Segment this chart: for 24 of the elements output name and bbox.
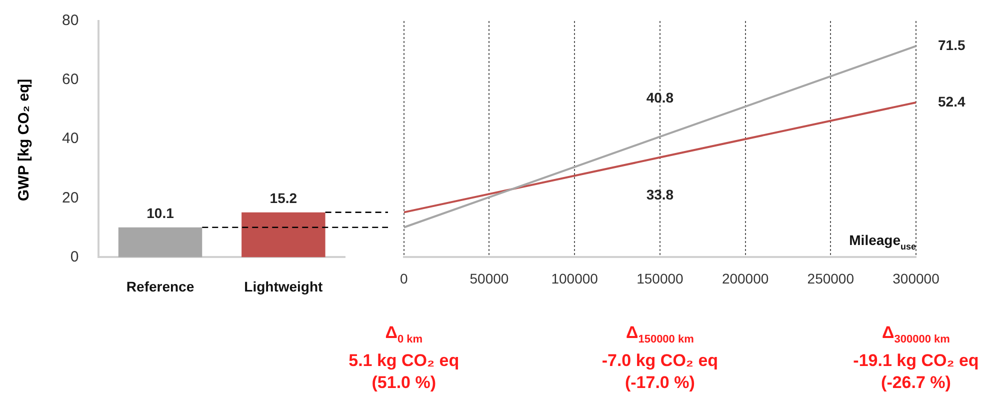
x-tick-label: 0 <box>400 270 408 286</box>
x-tick-label: Lightweight <box>244 278 324 294</box>
data-label: 15.2 <box>270 190 298 206</box>
data-label: 33.8 <box>646 186 674 202</box>
y-tick-label: 40 <box>62 130 79 148</box>
x-tick-label: 300000 <box>892 270 940 286</box>
y-tick-label: 20 <box>62 189 79 206</box>
y-axis-title: GWP [kg CO₂ eq] <box>16 78 32 202</box>
data-label: 71.5 <box>938 36 966 53</box>
x-tick-label: 50000 <box>470 270 509 286</box>
y-tick-label: 60 <box>62 71 79 88</box>
x-tick-label: 200000 <box>722 270 769 286</box>
x-tick-label: 100000 <box>551 270 598 286</box>
data-label: 40.8 <box>646 90 674 106</box>
y-tick-label: 0 <box>70 248 79 266</box>
x-tick-label: 150000 <box>636 270 684 286</box>
data-label: 52.4 <box>938 93 966 110</box>
text: Δ$_{300000 km}$ -19.1 kg CO₂ eq (-26.7 %) <box>853 322 979 394</box>
x-tick-label: Reference <box>126 278 194 294</box>
y-tick-label: 80 <box>62 12 79 30</box>
text: Δ$_{150000 km}$ -7.0 kg CO₂ eq (-17.0 %) <box>602 322 718 394</box>
x-tick-label: 250000 <box>807 270 854 286</box>
text: Δ$_{0 km}$ 5.1 kg CO₂ eq (51.0 %) <box>348 322 460 394</box>
data-label: 10.1 <box>146 205 174 222</box>
